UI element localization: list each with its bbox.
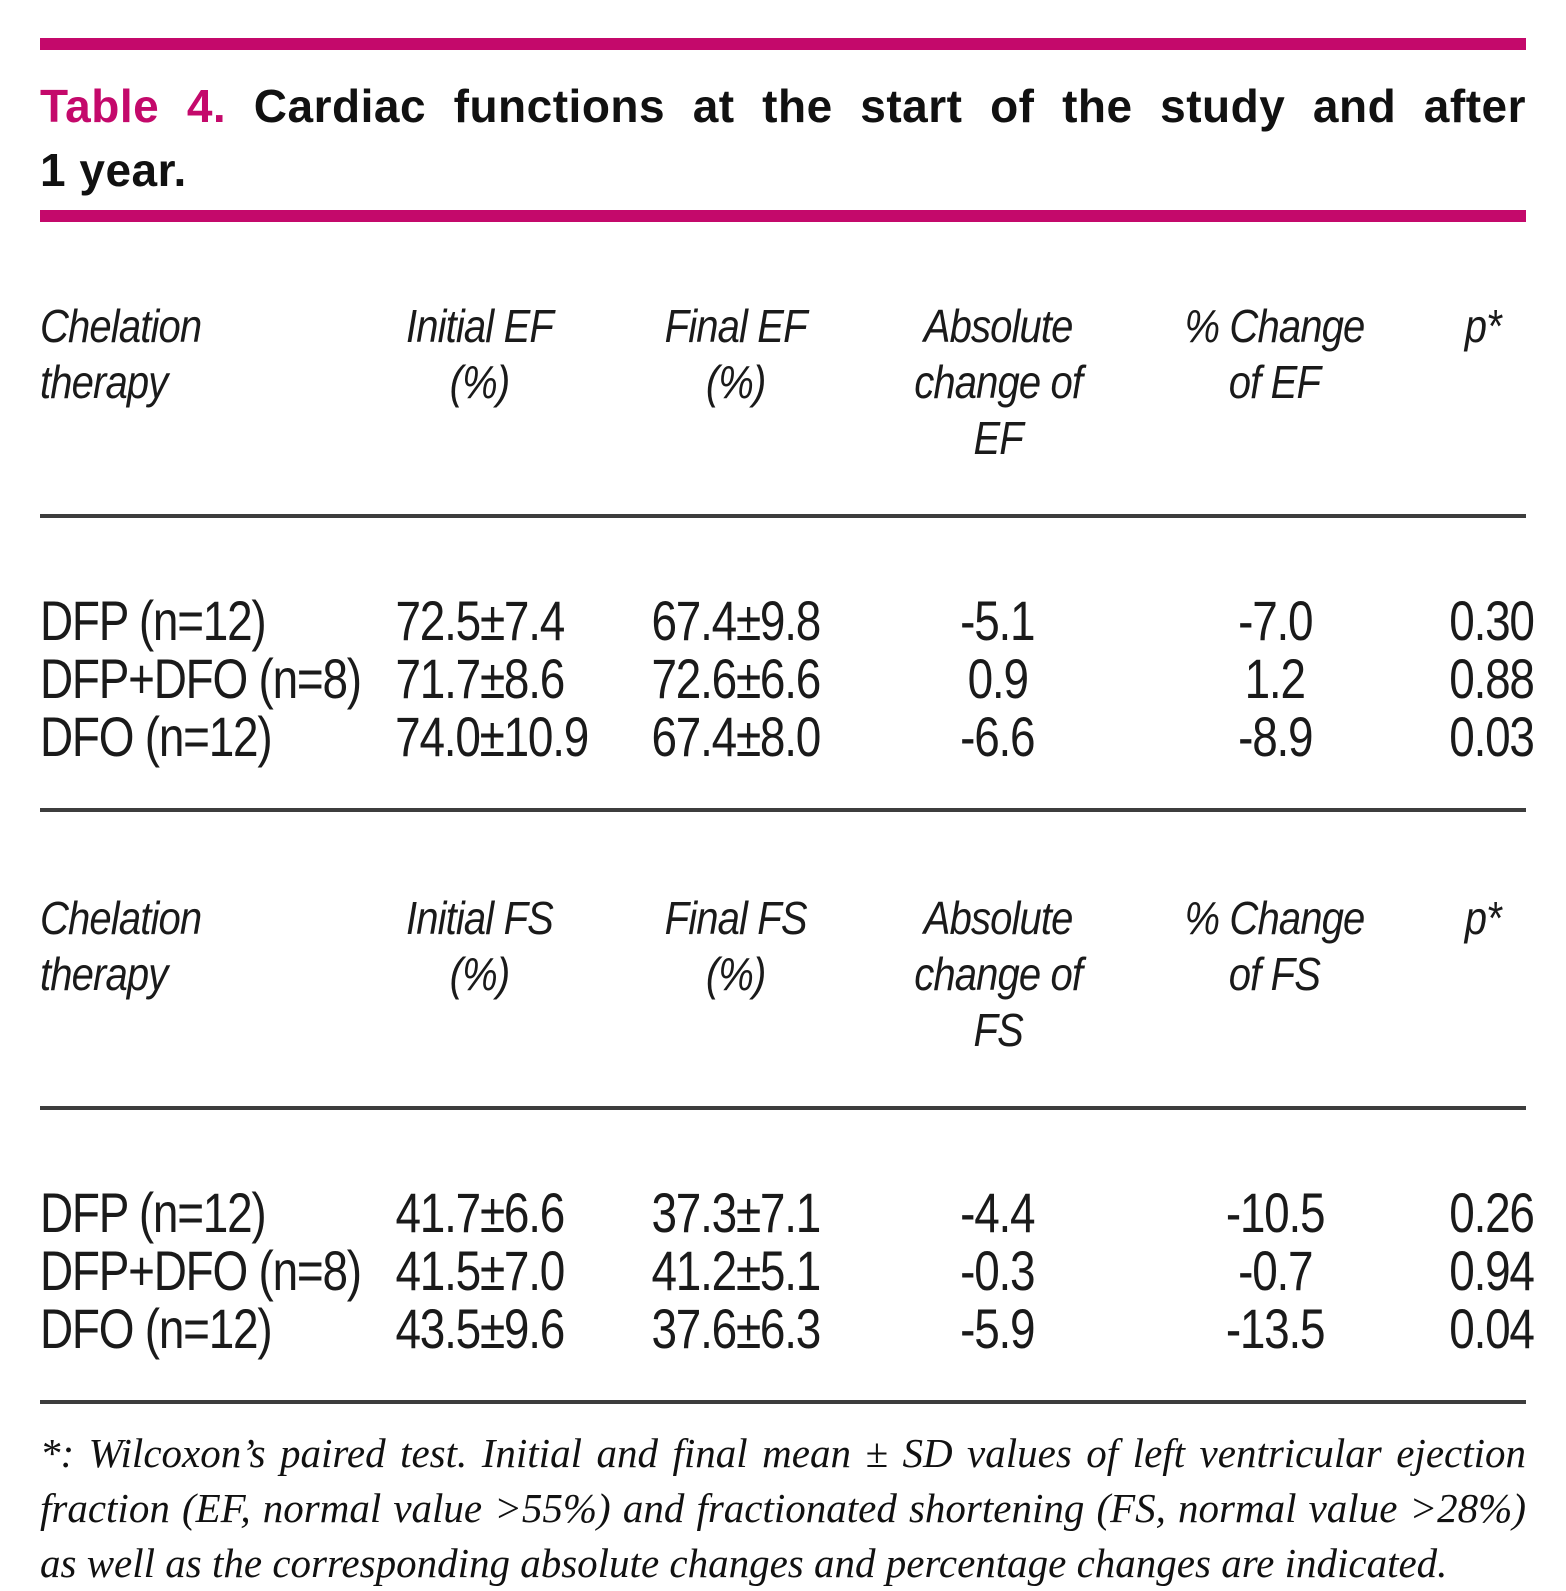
col-header-final-ef: Final EF (%) xyxy=(585,298,886,518)
footnote: *: Wilcoxon’s paired test. Initial and f… xyxy=(40,1430,1526,1586)
cell-therapy: DFO (n=12) xyxy=(40,708,375,812)
cell-p-value: 0.04 xyxy=(1439,1300,1535,1404)
cell-therapy: DFP+DFO (n=8) xyxy=(40,1239,362,1302)
col-header-absolute-change-fs: Absolute change of FS xyxy=(885,890,1110,1110)
cell-initial-fs: 41.7±6.6 xyxy=(395,1181,566,1244)
cell-abs-change-ef: 0.9 xyxy=(967,647,1029,710)
cell-final-ef: 72.6±6.6 xyxy=(651,647,821,710)
cell-initial-ef: 74.0±10.9 xyxy=(374,708,590,812)
ef-header-row: Chelation therapy Initial EF (%) Final E… xyxy=(40,298,1526,518)
fs-header-row: Chelation therapy Initial FS (%) Final F… xyxy=(40,890,1526,1110)
col-header-percent-change-ef: % Change of EF xyxy=(1109,298,1440,518)
cell-final-fs: 41.2±5.1 xyxy=(651,1239,821,1302)
col-header-chelation-therapy: Chelation therapy xyxy=(40,298,375,518)
cell-p-value: 0.03 xyxy=(1439,708,1535,812)
ef-table: Chelation therapy Initial EF (%) Final E… xyxy=(40,298,1535,812)
col-header-initial-ef: Initial EF (%) xyxy=(374,298,586,518)
cell-therapy: DFP (n=12) xyxy=(40,589,267,652)
cell-final-fs: 37.3±7.1 xyxy=(651,1181,821,1244)
cell-final-ef: 67.4±9.8 xyxy=(651,589,821,652)
table-row: DFP+DFO (n=8) 71.7±8.6 72.6±6.6 0.9 1.2 … xyxy=(40,647,1535,710)
table-row: DFP (n=12) 72.5±7.4 67.4±9.8 -5.1 -7.0 0… xyxy=(40,516,1535,652)
cell-initial-ef: 72.5±7.4 xyxy=(395,589,566,652)
cell-therapy: DFO (n=12) xyxy=(40,1300,375,1404)
cell-therapy: DFP+DFO (n=8) xyxy=(40,647,362,710)
col-header-absolute-change-ef: Absolute change of EF xyxy=(885,298,1110,518)
cell-pct-change-ef: 1.2 xyxy=(1244,647,1306,710)
cell-initial-fs: 43.5±9.6 xyxy=(374,1300,586,1404)
cell-pct-change-fs: -10.5 xyxy=(1225,1181,1326,1244)
cell-therapy: DFP (n=12) xyxy=(40,1181,267,1244)
cell-pct-change-fs: -0.7 xyxy=(1237,1239,1313,1302)
table-row: DFO (n=12) 43.5±9.6 37.6±6.3 -5.9 -13.5 … xyxy=(40,1300,1535,1404)
table-row: DFP (n=12) 41.7±6.6 37.3±7.1 -4.4 -10.5 … xyxy=(40,1108,1535,1244)
col-header-final-fs: Final FS (%) xyxy=(585,890,886,1110)
cell-abs-change-ef: -6.6 xyxy=(885,708,1110,812)
col-header-percent-change-fs: % Change of FS xyxy=(1109,890,1440,1110)
cell-p-value: 0.88 xyxy=(1449,647,1535,710)
cell-p-value: 0.94 xyxy=(1449,1239,1535,1302)
caption-line-1: Table 4. Cardiac functions at the start … xyxy=(40,74,1526,138)
col-header-p-value: p* xyxy=(1439,298,1526,518)
cell-initial-ef: 71.7±8.6 xyxy=(395,647,566,710)
table-number-label: Table 4. xyxy=(40,80,227,132)
table-row: DFO (n=12) 74.0±10.9 67.4±8.0 -6.6 -8.9 … xyxy=(40,708,1535,812)
cell-final-ef: 67.4±8.0 xyxy=(585,708,886,812)
cell-pct-change-ef: -7.0 xyxy=(1237,589,1313,652)
cell-abs-change-fs: -4.4 xyxy=(960,1181,1036,1244)
table-caption: Table 4. Cardiac functions at the start … xyxy=(40,74,1526,202)
cell-p-value: 0.30 xyxy=(1449,589,1535,652)
cell-abs-change-ef: -5.1 xyxy=(960,589,1036,652)
cell-p-value: 0.26 xyxy=(1449,1181,1535,1244)
col-header-chelation-therapy: Chelation therapy xyxy=(40,890,375,1110)
cell-abs-change-fs: -5.9 xyxy=(885,1300,1110,1404)
cell-initial-fs: 41.5±7.0 xyxy=(395,1239,566,1302)
cell-abs-change-fs: -0.3 xyxy=(960,1239,1036,1302)
caption-line-2: 1 year. xyxy=(40,144,187,196)
cell-pct-change-ef: -8.9 xyxy=(1109,708,1440,812)
cell-pct-change-fs: -13.5 xyxy=(1109,1300,1440,1404)
cell-final-fs: 37.6±6.3 xyxy=(585,1300,886,1404)
caption-text: Cardiac functions at the start of the st… xyxy=(253,80,1527,132)
accent-rule-top xyxy=(40,38,1526,50)
accent-rule-below-title xyxy=(40,210,1526,222)
col-header-p-value: p* xyxy=(1439,890,1526,1110)
fs-table: Chelation therapy Initial FS (%) Final F… xyxy=(40,890,1535,1404)
col-header-initial-fs: Initial FS (%) xyxy=(374,890,586,1110)
table-row: DFP+DFO (n=8) 41.5±7.0 41.2±5.1 -0.3 -0.… xyxy=(40,1239,1535,1302)
